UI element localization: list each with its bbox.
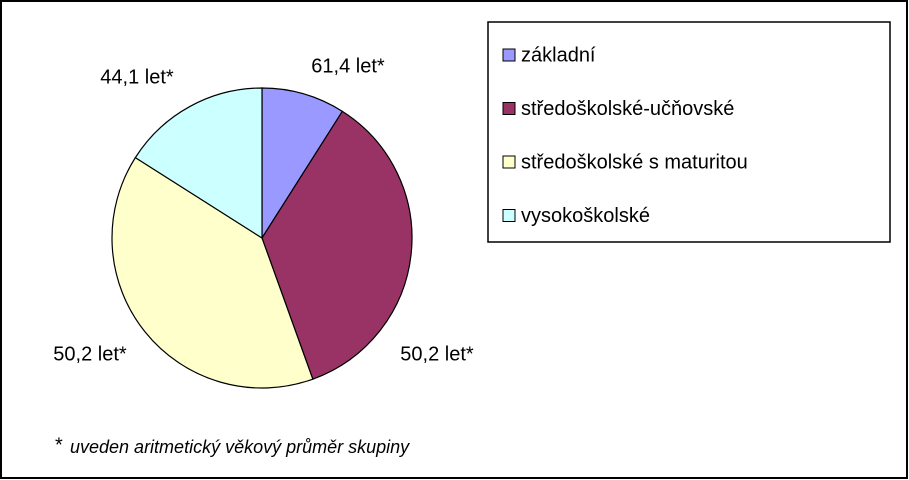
legend-swatch bbox=[502, 209, 516, 222]
legend-swatch bbox=[502, 48, 516, 62]
legend-swatch bbox=[502, 155, 516, 169]
legend-label: vysokoškolské bbox=[521, 205, 650, 227]
data-label: 61,4 let* bbox=[311, 55, 385, 77]
pie-slice bbox=[134, 87, 263, 240]
data-label: 44,1 let* bbox=[100, 66, 174, 88]
data-label: 50,2 let* bbox=[53, 343, 127, 365]
pie-slice bbox=[111, 156, 314, 389]
pie-slice bbox=[261, 87, 344, 241]
legend-label: středoškolské s maturitou bbox=[521, 151, 748, 173]
pie-slice bbox=[261, 110, 413, 380]
data-label: 50,2 let* bbox=[400, 343, 474, 365]
footnote: uveden aritmetický věkový průměr skupiny bbox=[70, 437, 410, 457]
legend-label: základní bbox=[521, 44, 596, 66]
legend-label: středoškolské-učňovské bbox=[521, 98, 734, 120]
footnote-mark: * bbox=[55, 434, 63, 456]
legend-swatch bbox=[502, 102, 516, 115]
legend-box bbox=[487, 21, 891, 243]
